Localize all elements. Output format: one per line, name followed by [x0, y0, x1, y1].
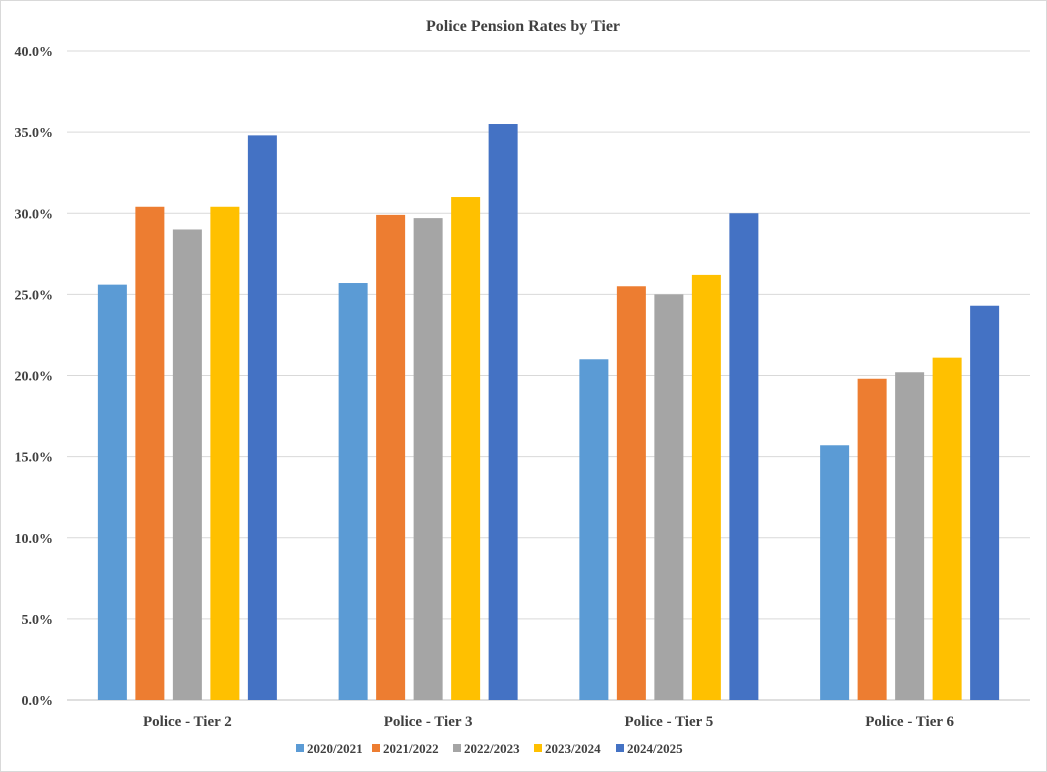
y-tick-label: 40.0%: [15, 45, 54, 60]
legend-swatch: [453, 744, 461, 752]
y-axis-ticks: 0.0% 5.0% 10.0% 15.0% 20.0% 25.0% 30.0% 35.0% 40…: [15, 45, 54, 709]
bar-2022-2023-1: [413, 218, 443, 700]
bar-2021-2022-3: [857, 378, 887, 700]
legend-label: 2021/2022: [383, 741, 439, 756]
bar-2023-2024-1: [451, 197, 481, 700]
bar-2021-2022-0: [135, 206, 165, 700]
y-tick-label: 25.0%: [15, 288, 54, 303]
bar-2020-2021-0: [97, 284, 127, 700]
bar-2022-2023-2: [654, 294, 684, 700]
bar-2023-2024-3: [932, 357, 962, 700]
bar-2021-2022-1: [376, 214, 406, 700]
bar-2024-2025-1: [488, 124, 518, 700]
legend-swatch: [296, 744, 304, 752]
bar-2024-2025-0: [247, 135, 277, 700]
legend-swatch: [372, 744, 380, 752]
chart-title: Police Pension Rates by Tier: [426, 18, 620, 35]
bar-2024-2025-2: [729, 213, 759, 700]
y-tick-label: 30.0%: [15, 207, 54, 222]
bar-2024-2025-3: [970, 305, 1000, 700]
y-tick-label: 10.0%: [15, 532, 54, 547]
x-tick-label: Police - Tier 6: [865, 714, 954, 730]
legend-swatch: [616, 744, 624, 752]
x-axis-ticks: Police - Tier 2 Police - Tier 3 Police - T…: [143, 714, 954, 730]
bar-2023-2024-0: [210, 206, 240, 700]
legend-swatch: [534, 744, 542, 752]
legend-label: 2023/2024: [545, 741, 601, 756]
x-tick-label: Police - Tier 3: [384, 714, 473, 730]
y-tick-label: 5.0%: [22, 613, 54, 628]
y-tick-label: 20.0%: [15, 370, 54, 385]
y-tick-label: 0.0%: [22, 694, 54, 709]
bar-2023-2024-2: [691, 274, 721, 700]
legend-label: 2024/2025: [627, 741, 683, 756]
bar-2020-2021-2: [579, 359, 609, 700]
legend: 2020/2021 2021/2022 2022/2023 2023/2024 2024…: [296, 741, 683, 756]
bar-2021-2022-2: [616, 286, 646, 700]
bar-2020-2021-1: [338, 283, 368, 700]
legend-label: 2020/2021: [307, 741, 363, 756]
y-tick-label: 15.0%: [15, 451, 54, 466]
bars: [97, 124, 1000, 700]
legend-label: 2022/2023: [464, 741, 520, 756]
x-tick-label: Police - Tier 5: [625, 714, 714, 730]
x-tick-label: Police - Tier 2: [143, 714, 232, 730]
bar-2022-2023-0: [172, 229, 202, 700]
bar-2020-2021-3: [820, 445, 850, 700]
y-tick-label: 35.0%: [15, 126, 54, 141]
bar-2022-2023-3: [895, 372, 925, 700]
